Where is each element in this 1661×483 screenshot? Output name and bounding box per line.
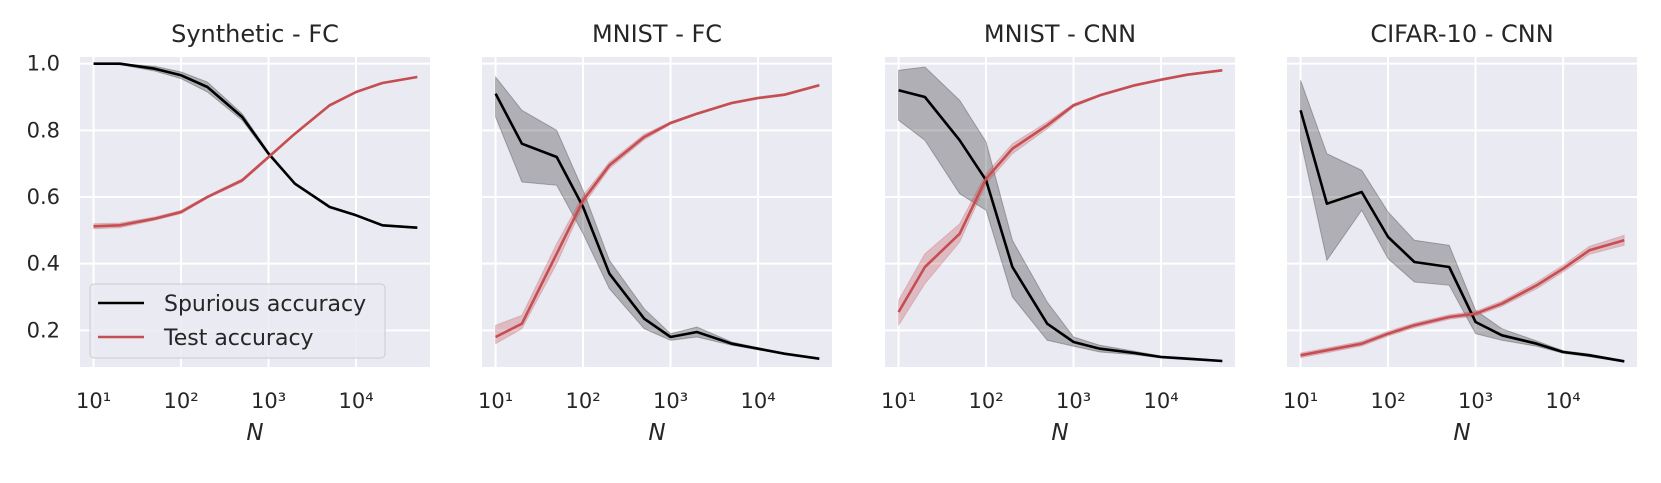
x-tick-label: 10³ [1056, 389, 1091, 413]
x-axis-label: N [1051, 420, 1068, 446]
series-line-spurious [898, 89, 1223, 363]
series-line-spurious [93, 62, 418, 229]
confidence-band-test [1300, 234, 1625, 359]
x-tick-label: 10¹ [881, 389, 916, 413]
x-tick-label: 10³ [251, 389, 286, 413]
x-tick-label: 10¹ [478, 389, 513, 413]
series-line-test [495, 84, 820, 339]
x-tick-label: 10¹ [1283, 389, 1318, 413]
y-tick-label: 0.8 [27, 118, 60, 142]
y-tick-label: 1.0 [27, 52, 60, 76]
legend-label: Spurious accuracy [164, 292, 366, 317]
x-axis-label: N [1453, 420, 1470, 446]
x-tick-label: 10⁴ [740, 389, 775, 413]
x-tick-label: 10⁴ [1545, 389, 1580, 413]
legend-box [89, 283, 386, 359]
y-tick-label: 0.4 [27, 252, 60, 276]
x-tick-label: 10⁴ [338, 389, 373, 413]
x-tick-label: 10² [1370, 389, 1405, 413]
x-tick-label: 10² [565, 389, 600, 413]
confidence-band-spurious [1300, 80, 1625, 363]
plot-area [885, 57, 1235, 367]
panel-title: Synthetic - FC [171, 20, 339, 48]
legend-label: Test accuracy [163, 326, 314, 351]
y-tick-label: 0.6 [27, 185, 60, 209]
series-line-spurious [494, 93, 820, 360]
legend: Spurious accuracy Test accuracy [89, 283, 386, 359]
panel-title: MNIST - CNN [984, 20, 1136, 48]
chart-panel-3: MNIST - CNN 10¹ 10² 10³ 10⁴ N [881, 20, 1235, 446]
confidence-band-spurious [898, 66, 1223, 363]
chart-panel-2: MNIST - FC 10¹ 10² 10³ 10⁴ N [478, 20, 832, 446]
x-tick-label: 10⁴ [1143, 389, 1178, 413]
series-line-spurious [1299, 109, 1625, 363]
x-tick-label: 10¹ [76, 389, 111, 413]
series-line-test [1300, 239, 1625, 357]
x-tick-label: 10² [968, 389, 1003, 413]
x-tick-label: 10³ [1458, 389, 1493, 413]
series-line-test [897, 69, 1223, 313]
plot-area [482, 57, 832, 367]
x-axis-label: N [648, 420, 665, 446]
x-axis-label: N [246, 420, 263, 446]
confidence-band-spurious [495, 75, 820, 360]
panel-title: CIFAR-10 - CNN [1370, 20, 1553, 48]
chart-panel-4: CIFAR-10 - CNN 10¹ 10² 10³ 10⁴ N [1283, 20, 1637, 446]
x-tick-label: 10³ [653, 389, 688, 413]
panel-title: MNIST - FC [592, 20, 722, 48]
series-line-test [93, 75, 418, 228]
x-tick-label: 10² [163, 389, 198, 413]
chart-panel-1: Synthetic - FC 10¹ 10² 10³ 10⁴ N 0.2 0.4 0.6 0.8 1… [27, 20, 430, 446]
y-tick-label: 0.2 [27, 318, 60, 342]
